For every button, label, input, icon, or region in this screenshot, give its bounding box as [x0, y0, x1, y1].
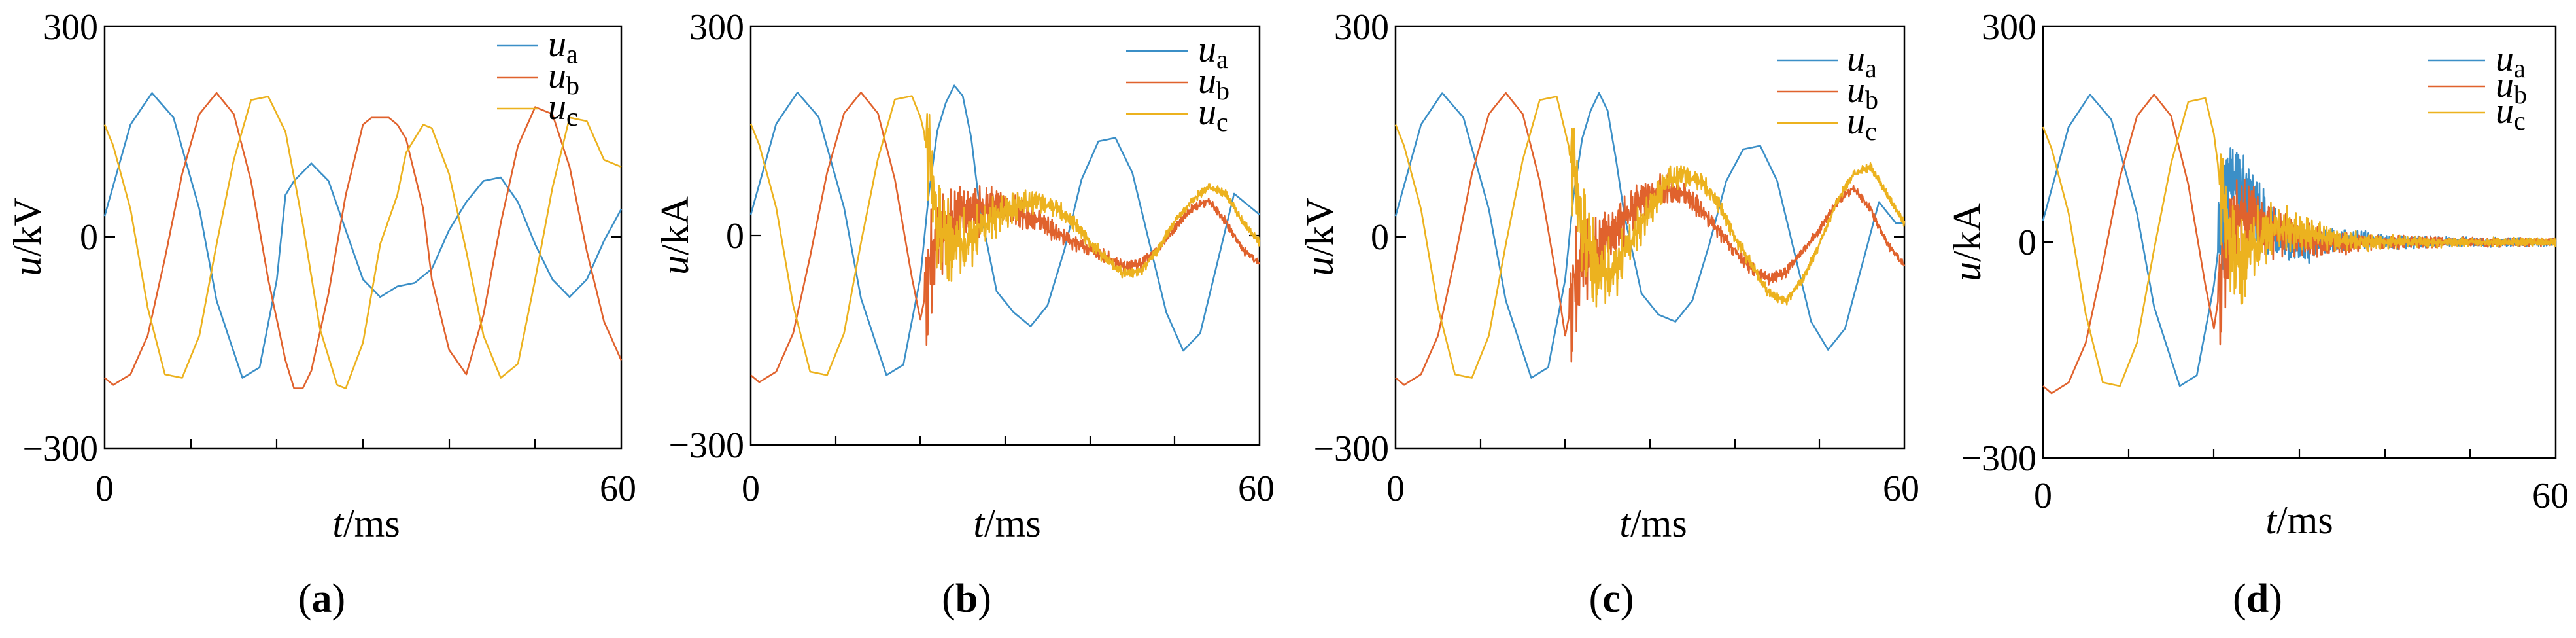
panel-d-minor-ticks — [2127, 449, 2471, 458]
panel-c-y-label: u/kV — [1298, 198, 1341, 276]
panel-b-axes-box — [749, 25, 1261, 446]
panel-b-x-tick-0: 0 — [742, 469, 760, 509]
panel-b-x-tick-60: 60 — [1238, 469, 1275, 509]
panel-b-y-tick-300: 300 — [689, 7, 744, 48]
panel-c-y-tick-0: 0 — [1371, 217, 1389, 258]
panel-b-legend-label-ua: ua — [1198, 29, 1228, 74]
panel-d-series-ub — [2042, 94, 2557, 395]
panel-d-legend-label-uc: uc — [2496, 91, 2526, 135]
panel-d-legend-label-ub: ub — [2496, 65, 2527, 109]
panel-c-x-label: t/ms — [1619, 502, 1687, 545]
panel-a: 300 0 −300 0 60 t/ms u/kV ua ub uc (a) — [6, 7, 636, 621]
panel-d-x-tick-60: 60 — [2532, 476, 2569, 516]
panel-b-series-ub — [750, 92, 1261, 383]
panel-a-x-label: t/ms — [332, 502, 400, 545]
panel-d-caption: (d) — [2233, 576, 2282, 621]
panel-c-legend-label-ub: ub — [1847, 70, 1878, 115]
panel-d-series-uc — [2042, 97, 2557, 387]
panel-a-series-ub — [104, 92, 623, 389]
panel-b-legend: ua ub uc — [1126, 29, 1229, 137]
panel-d-traces — [2042, 94, 2557, 395]
panel-b-minor-ticks — [834, 436, 1176, 445]
panel-c-y-tick-300: 300 — [1334, 7, 1389, 48]
panel-a-caption: (a) — [298, 576, 345, 621]
panel-b-series-ua — [749, 84, 1260, 376]
panel-d-x-label: t/ms — [2265, 499, 2333, 542]
panel-d-y-tick-neg300: −300 — [1961, 438, 2036, 479]
panel-b-y-tick-0: 0 — [726, 216, 744, 257]
panel-b-y-tick-neg300: −300 — [668, 425, 744, 466]
panel-d-y-tick-0: 0 — [2018, 222, 2036, 263]
panel-a-y-tick-neg300: −300 — [22, 429, 98, 469]
panel-c-legend-label-uc: uc — [1847, 101, 1877, 146]
panel-a-y-tick-0: 0 — [80, 217, 98, 258]
panel-c-series-ub — [1395, 92, 1906, 386]
panel-c-x-tick-60: 60 — [1883, 469, 1919, 509]
panel-c-legend: ua ub uc — [1777, 39, 1878, 146]
panel-a-x-tick-60: 60 — [600, 469, 636, 509]
panel-c-traces — [1394, 92, 1906, 386]
panel-d-y-tick-300: 300 — [1982, 7, 2036, 48]
panel-a-traces — [103, 92, 623, 389]
panel-c-series-ua — [1394, 92, 1905, 379]
panel-b-series-uc — [749, 95, 1261, 376]
panel-a-y-label: u/kV — [6, 198, 49, 276]
panel-a-legend-label-ua: ua — [548, 24, 578, 69]
panel-a-minor-ticks — [190, 439, 536, 448]
panel-b-traces — [749, 84, 1261, 383]
panel-b-caption: (b) — [942, 576, 991, 621]
panel-d-x-tick-0: 0 — [2034, 476, 2052, 516]
panel-a-legend-label-ub: ub — [548, 56, 579, 100]
panel-a-legend: ua ub uc — [497, 24, 579, 132]
panel-a-series-ua — [103, 92, 623, 379]
panel-d: 300 0 −300 0 60 t/ms u/kA ua ub uc (d) — [1946, 7, 2569, 621]
panel-c-y-tick-neg300: −300 — [1313, 429, 1389, 469]
panel-c-axes-box — [1394, 25, 1906, 450]
panel-b-x-label: t/ms — [973, 502, 1040, 545]
panel-a-y-tick-300: 300 — [43, 7, 98, 48]
panel-c: 300 0 −300 0 60 t/ms u/kV ua ub uc (c) — [1298, 7, 1919, 621]
panel-c-minor-ticks — [1479, 439, 1821, 448]
panel-c-x-tick-0: 0 — [1386, 469, 1405, 509]
panel-b-y-label: u/kA — [653, 196, 696, 275]
panel-d-legend-label-ua: ua — [2496, 39, 2526, 83]
panel-b-legend-label-ub: ub — [1198, 61, 1229, 105]
panel-c-legend-label-ua: ua — [1847, 39, 1877, 83]
panel-c-caption: (c) — [1589, 576, 1634, 621]
panel-c-series-uc — [1394, 96, 1906, 379]
panel-d-legend: ua ub uc — [2428, 39, 2527, 135]
panel-b: 300 0 −300 0 60 t/ms u/kA ua ub uc (b) — [653, 7, 1275, 621]
panel-b-legend-label-uc: uc — [1198, 92, 1228, 137]
panel-a-series-uc — [103, 96, 622, 389]
panel-d-y-label: u/kA — [1946, 203, 1989, 281]
panel-a-x-tick-0: 0 — [95, 469, 114, 509]
panel-a-legend-label-uc: uc — [548, 87, 578, 132]
